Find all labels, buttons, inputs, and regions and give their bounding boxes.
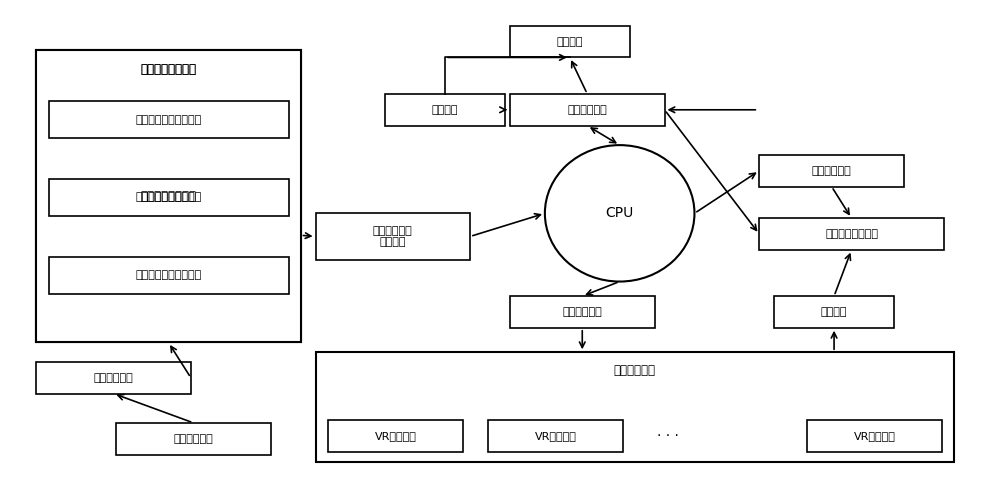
Bar (759, 155, 904, 187)
Bar (774, 296, 894, 328)
Text: 课程信息分类
管理单元: 课程信息分类 管理单元 (373, 226, 413, 247)
Text: 数据信息采集单元: 数据信息采集单元 (140, 63, 196, 76)
Bar (510, 94, 665, 125)
Bar (510, 26, 630, 57)
Text: 虚拟场景信息采集模块: 虚拟场景信息采集模块 (136, 193, 202, 202)
Ellipse shape (545, 145, 694, 282)
Bar (328, 420, 463, 452)
Text: 教学管理终端: 教学管理终端 (567, 105, 607, 115)
Text: 远程学习单元: 远程学习单元 (614, 364, 656, 377)
Text: 修改模块: 修改模块 (557, 37, 583, 47)
Text: 数据接收模块: 数据接收模块 (562, 307, 602, 317)
Bar (510, 296, 655, 328)
Text: 数据信息采集单元: 数据信息采集单元 (140, 190, 196, 203)
Text: VR显控终端: VR显控终端 (375, 431, 417, 441)
Text: 问题分类整合模块: 问题分类整合模块 (825, 229, 878, 239)
Bar (316, 352, 954, 462)
Bar (49, 179, 289, 216)
Text: VR显控终端: VR显控终端 (534, 431, 576, 441)
Bar (36, 362, 191, 393)
Bar (759, 218, 944, 250)
Text: 自动解答模块: 自动解答模块 (812, 166, 851, 176)
Bar (36, 50, 301, 343)
Text: 身份登录模块: 身份登录模块 (173, 434, 213, 443)
Text: 数据录入单元: 数据录入单元 (94, 373, 133, 383)
Text: 储存单元: 储存单元 (432, 105, 458, 115)
Text: · · ·: · · · (657, 429, 678, 443)
Text: 文字语音信息采集模块: 文字语音信息采集模块 (136, 115, 202, 124)
Text: 课程数据信息采集模块: 课程数据信息采集模块 (136, 270, 202, 280)
Bar (316, 213, 470, 260)
Bar (49, 257, 289, 294)
Text: CPU: CPU (606, 206, 634, 220)
Bar (488, 420, 623, 452)
Text: 数据信息采集单元: 数据信息采集单元 (140, 63, 196, 76)
Bar (49, 101, 289, 138)
Bar (36, 50, 301, 343)
Text: VR显控终端: VR显控终端 (854, 431, 895, 441)
Bar (807, 420, 942, 452)
Bar (116, 423, 271, 455)
Bar (385, 94, 505, 125)
Text: 反馈模块: 反馈模块 (821, 307, 847, 317)
